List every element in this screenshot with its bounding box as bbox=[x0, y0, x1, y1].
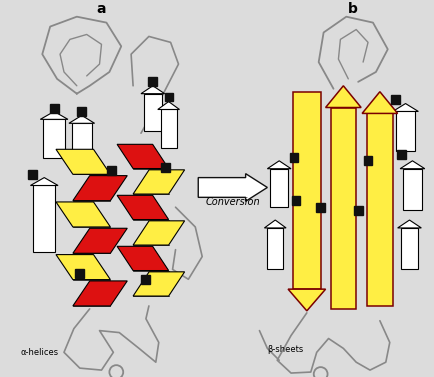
Bar bbox=[28, 170, 37, 179]
Polygon shape bbox=[158, 101, 180, 109]
Polygon shape bbox=[73, 176, 127, 201]
Bar bbox=[77, 107, 86, 116]
Polygon shape bbox=[69, 115, 95, 123]
Polygon shape bbox=[72, 123, 92, 165]
Polygon shape bbox=[117, 246, 169, 271]
Polygon shape bbox=[400, 161, 425, 169]
Polygon shape bbox=[267, 228, 283, 270]
Polygon shape bbox=[331, 107, 356, 309]
Text: a: a bbox=[97, 2, 106, 16]
Polygon shape bbox=[161, 109, 177, 148]
Bar bbox=[397, 150, 406, 159]
Polygon shape bbox=[133, 272, 184, 296]
Polygon shape bbox=[403, 169, 422, 210]
Polygon shape bbox=[264, 220, 286, 228]
Polygon shape bbox=[270, 169, 288, 207]
Text: α-helices: α-helices bbox=[20, 348, 59, 357]
Polygon shape bbox=[141, 86, 164, 94]
Bar bbox=[141, 275, 150, 284]
Bar bbox=[391, 95, 400, 104]
Polygon shape bbox=[326, 86, 361, 107]
Polygon shape bbox=[30, 178, 58, 185]
Polygon shape bbox=[401, 228, 418, 270]
Polygon shape bbox=[396, 112, 415, 151]
FancyArrow shape bbox=[198, 174, 267, 201]
Bar bbox=[292, 196, 300, 205]
Text: β-sheets: β-sheets bbox=[267, 345, 304, 354]
Polygon shape bbox=[117, 144, 169, 169]
Bar bbox=[316, 203, 325, 211]
Polygon shape bbox=[43, 120, 65, 158]
Bar bbox=[76, 269, 84, 278]
Bar bbox=[161, 163, 170, 172]
Bar bbox=[107, 166, 116, 175]
Polygon shape bbox=[73, 228, 127, 253]
Polygon shape bbox=[293, 92, 321, 289]
Polygon shape bbox=[133, 221, 184, 245]
Polygon shape bbox=[398, 220, 421, 228]
Polygon shape bbox=[288, 289, 326, 311]
Polygon shape bbox=[144, 94, 162, 131]
Polygon shape bbox=[362, 92, 398, 113]
Polygon shape bbox=[40, 112, 68, 120]
Bar bbox=[148, 77, 157, 86]
Polygon shape bbox=[117, 195, 169, 219]
Bar bbox=[49, 104, 59, 113]
Bar bbox=[364, 156, 372, 165]
Bar bbox=[354, 206, 362, 215]
Polygon shape bbox=[393, 104, 418, 112]
Bar bbox=[164, 93, 173, 101]
Polygon shape bbox=[33, 185, 55, 251]
Polygon shape bbox=[133, 170, 184, 194]
Polygon shape bbox=[73, 281, 127, 306]
Polygon shape bbox=[56, 254, 110, 280]
Polygon shape bbox=[56, 149, 110, 174]
Text: b: b bbox=[349, 2, 358, 16]
Polygon shape bbox=[56, 202, 110, 227]
Text: Conversion: Conversion bbox=[205, 197, 260, 207]
Polygon shape bbox=[267, 161, 291, 169]
Bar bbox=[289, 153, 299, 162]
Polygon shape bbox=[367, 113, 393, 306]
